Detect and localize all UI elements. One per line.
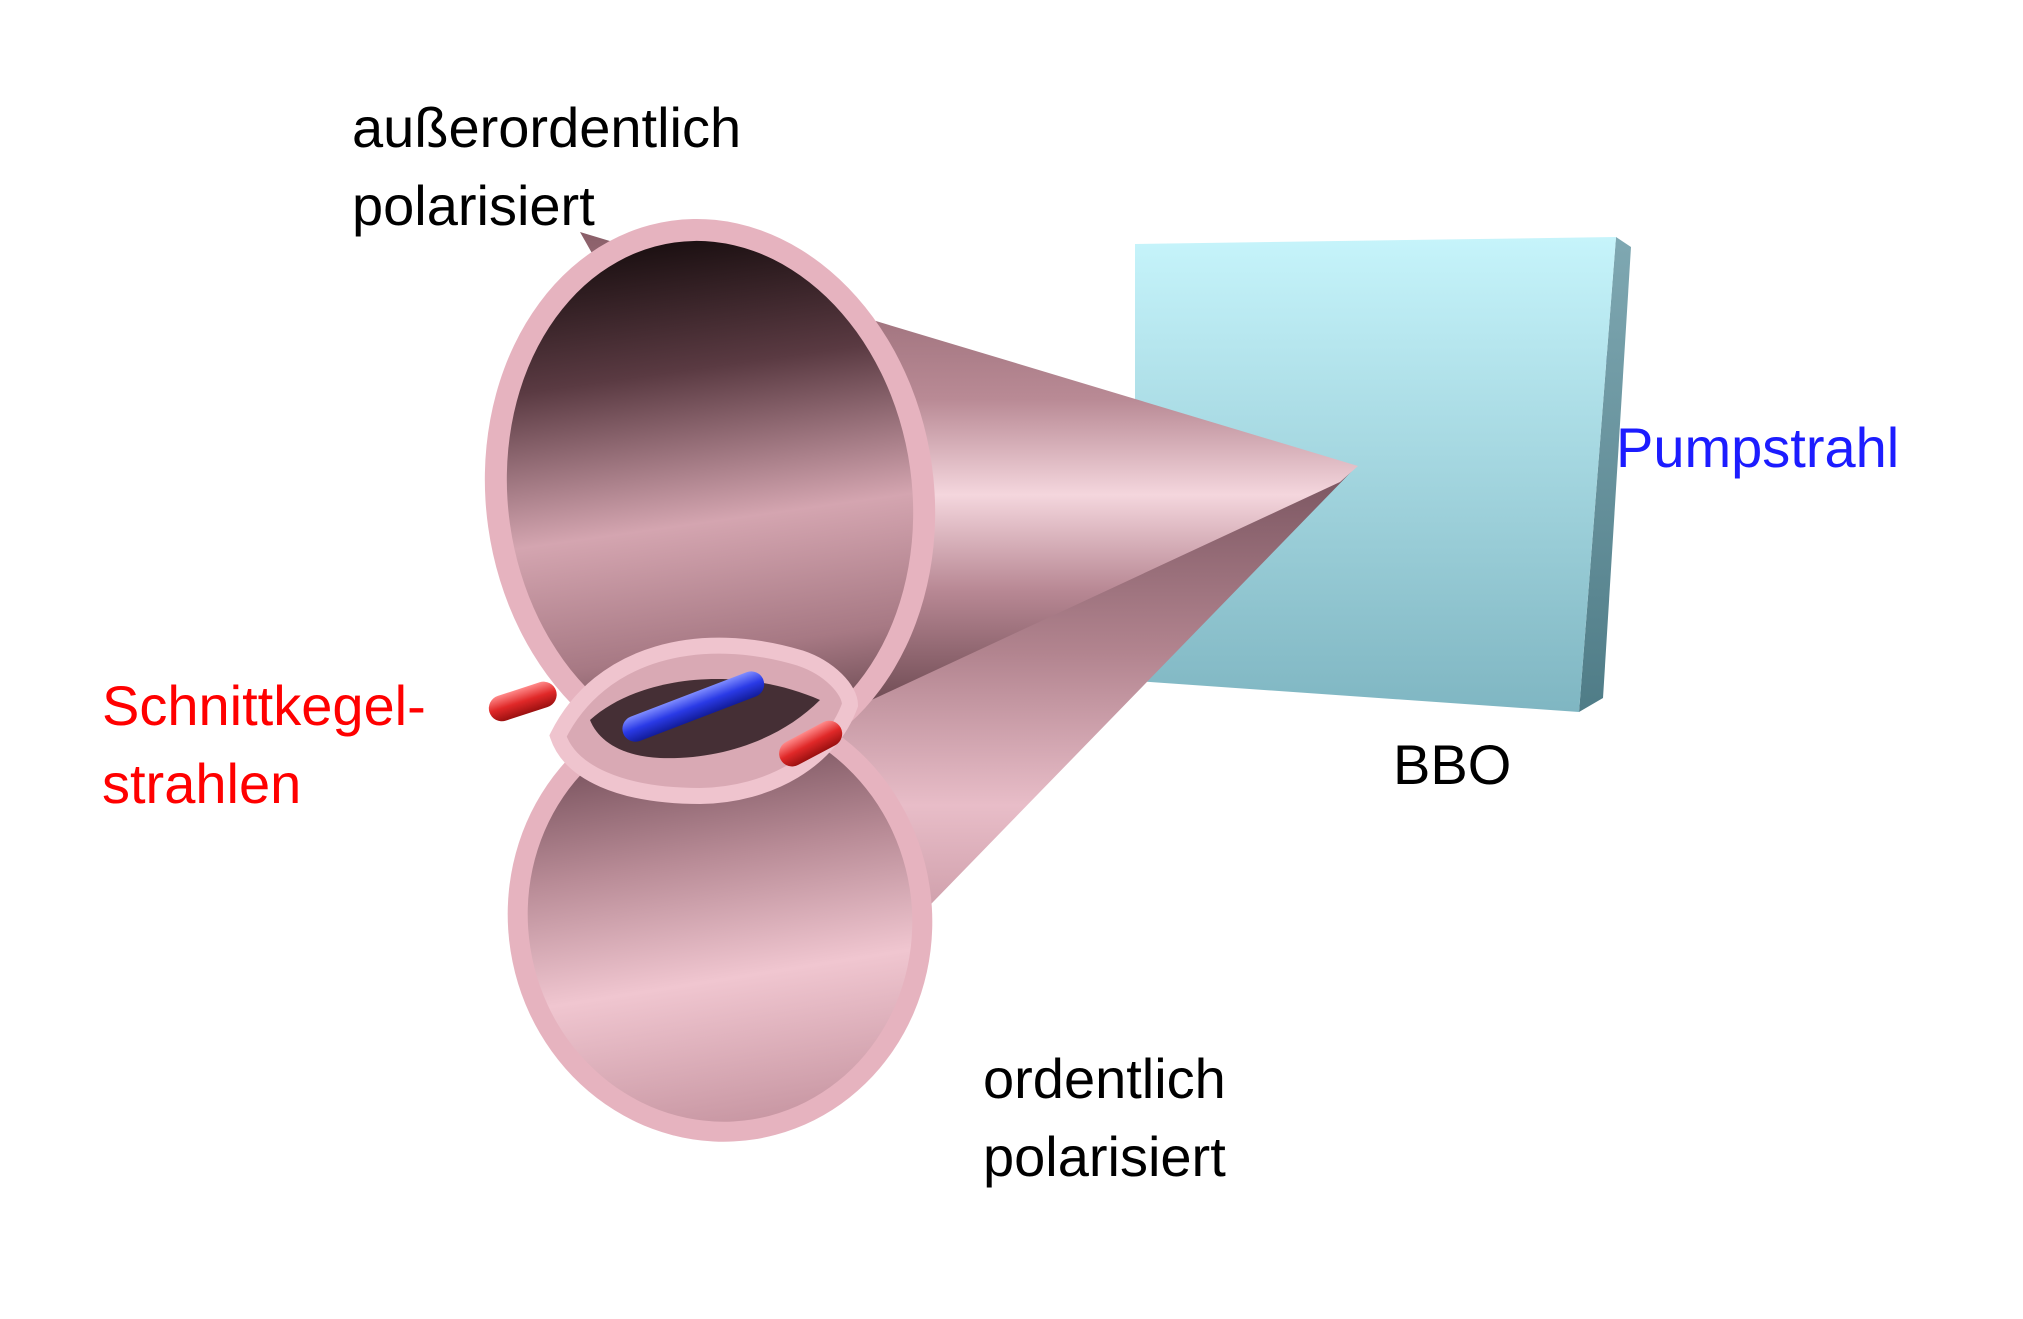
lower-cone-rim-through-upper [549, 637, 859, 805]
extraordinary-cone [484, 218, 1358, 774]
label-bbo-crystal: BBO [1393, 733, 1512, 796]
label-intersection-line1: Schnittkegel- [102, 674, 426, 737]
label-pump-beam: Pumpstrahl [1616, 416, 1900, 479]
intersection-beam-left [488, 681, 557, 722]
label-ordinary-line1: ordentlich [983, 1047, 1226, 1110]
ordinary-cone [507, 470, 1353, 1142]
label-ordinary-line2: polarisiert [983, 1125, 1226, 1188]
label-intersection-line2: strahlen [102, 752, 302, 815]
label-extraordinary-polarized: außerordentlich polarisiert [352, 89, 741, 245]
label-extraordinary-line1: außerordentlich [352, 96, 742, 159]
label-ordinary-polarized: ordentlich polarisiert [983, 1040, 1226, 1196]
label-extraordinary-line2: polarisiert [352, 174, 595, 237]
bbo-crystal [1135, 237, 1631, 712]
intersection-beam-right [779, 720, 843, 767]
center-beam [622, 671, 765, 742]
label-intersection-beams: Schnittkegel- strahlen [102, 667, 426, 823]
